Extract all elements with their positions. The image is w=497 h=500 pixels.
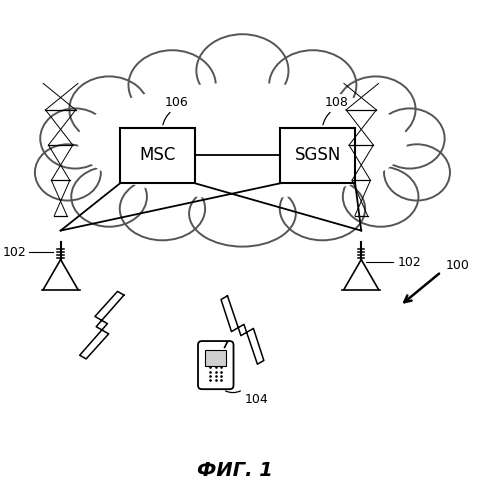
Ellipse shape — [269, 50, 356, 120]
FancyBboxPatch shape — [198, 341, 234, 389]
Ellipse shape — [375, 108, 445, 168]
Ellipse shape — [69, 76, 149, 142]
Text: 102: 102 — [398, 256, 421, 268]
Ellipse shape — [120, 178, 205, 240]
Text: 108: 108 — [325, 96, 349, 109]
Ellipse shape — [40, 108, 110, 168]
Ellipse shape — [336, 76, 415, 142]
Ellipse shape — [189, 180, 296, 246]
Ellipse shape — [78, 82, 408, 199]
Text: ФИГ. 1: ФИГ. 1 — [197, 461, 273, 480]
Ellipse shape — [196, 34, 288, 107]
Ellipse shape — [68, 76, 417, 211]
Ellipse shape — [71, 166, 147, 226]
Text: 106: 106 — [165, 96, 189, 109]
FancyBboxPatch shape — [280, 128, 355, 184]
Text: 104: 104 — [245, 393, 268, 406]
Polygon shape — [221, 296, 264, 364]
Polygon shape — [80, 292, 124, 359]
FancyBboxPatch shape — [205, 350, 226, 366]
Text: MSC: MSC — [139, 146, 176, 164]
Ellipse shape — [280, 178, 365, 240]
Ellipse shape — [35, 144, 101, 201]
Ellipse shape — [343, 166, 418, 226]
Ellipse shape — [129, 50, 216, 120]
Text: 102: 102 — [3, 246, 27, 259]
FancyBboxPatch shape — [120, 128, 195, 184]
Text: SGSN: SGSN — [294, 146, 341, 164]
Ellipse shape — [384, 144, 450, 201]
Text: 100: 100 — [446, 259, 470, 272]
